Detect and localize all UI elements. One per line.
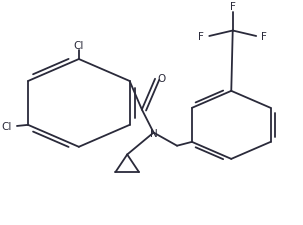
Text: N: N [150, 128, 158, 138]
Text: F: F [230, 2, 236, 12]
Text: F: F [198, 32, 204, 41]
Text: Cl: Cl [74, 40, 84, 51]
Text: Cl: Cl [1, 121, 11, 131]
Text: O: O [157, 74, 166, 84]
Text: F: F [261, 32, 267, 41]
